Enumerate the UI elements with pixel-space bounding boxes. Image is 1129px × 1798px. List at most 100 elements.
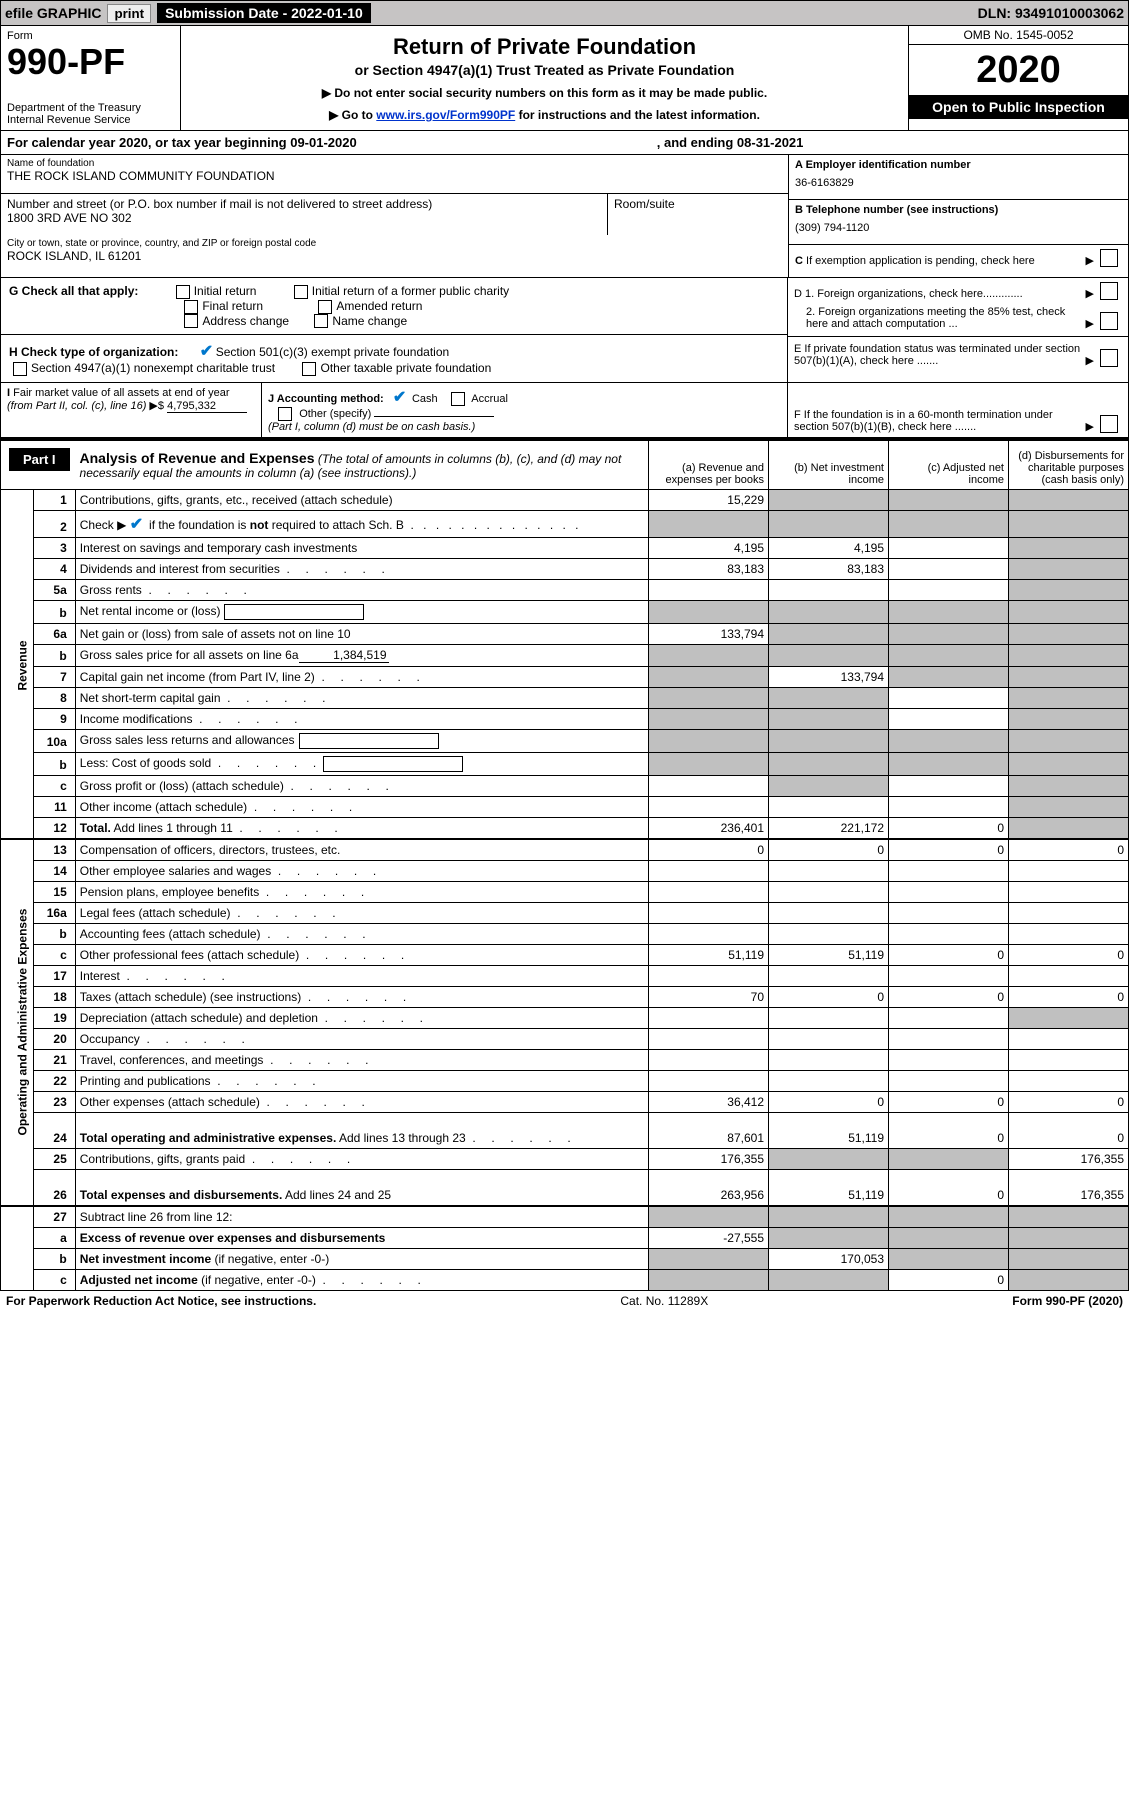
row-number: b <box>33 601 75 624</box>
amount-cell-a <box>649 776 769 797</box>
g-final-checkbox[interactable] <box>184 300 198 314</box>
g-amended-checkbox[interactable] <box>318 300 332 314</box>
table-row: 4Dividends and interest from securities … <box>1 559 1129 580</box>
pointer-icon: ▶ <box>1086 420 1094 433</box>
amount-cell-c <box>889 580 1009 601</box>
row-label: Total expenses and disbursements. Add li… <box>75 1170 648 1206</box>
row-number: b <box>33 1248 75 1269</box>
row-label: Excess of revenue over expenses and disb… <box>75 1227 648 1248</box>
d2-checkbox[interactable] <box>1100 312 1118 330</box>
amount-cell-c <box>889 709 1009 730</box>
amount-cell-c: 0 <box>889 987 1009 1008</box>
amount-cell-c <box>889 1050 1009 1071</box>
amount-cell-a: 87,601 <box>649 1113 769 1149</box>
h-other-checkbox[interactable] <box>302 362 316 376</box>
f-checkbox[interactable] <box>1100 415 1118 433</box>
c-checkbox[interactable] <box>1100 249 1118 267</box>
ein-label: A Employer identification number <box>795 159 971 171</box>
row-label: Gross sales price for all assets on line… <box>75 645 648 667</box>
row-number: 16a <box>33 903 75 924</box>
amount-cell-d <box>1009 1248 1129 1269</box>
amount-cell-b: 0 <box>769 839 889 861</box>
dept-label: Department of the Treasury Internal Reve… <box>7 102 174 126</box>
g-opt-1: Initial return of a former public charit… <box>312 284 509 298</box>
calyear-2: , and ending 08-31-2021 <box>657 135 804 150</box>
amount-cell-c <box>889 797 1009 818</box>
d1-checkbox[interactable] <box>1100 282 1118 300</box>
table-row: cAdjusted net income (if negative, enter… <box>1 1269 1129 1290</box>
table-row: bNet rental income or (loss) <box>1 601 1129 624</box>
amount-cell-b <box>769 1029 889 1050</box>
amount-cell-a <box>649 511 769 538</box>
amount-cell-b <box>769 490 889 511</box>
table-row: 21Travel, conferences, and meetings . . … <box>1 1050 1129 1071</box>
table-row: 7Capital gain net income (from Part IV, … <box>1 667 1129 688</box>
j-other-checkbox[interactable] <box>278 407 292 421</box>
amount-cell-d: 0 <box>1009 987 1129 1008</box>
footer-left: For Paperwork Reduction Act Notice, see … <box>6 1294 316 1308</box>
e-checkbox[interactable] <box>1100 349 1118 367</box>
amount-cell-d <box>1009 1029 1129 1050</box>
row-number: 23 <box>33 1092 75 1113</box>
amount-cell-c: 0 <box>889 818 1009 840</box>
amount-cell-a: 176,355 <box>649 1149 769 1170</box>
table-row: 27Subtract line 26 from line 12: <box>1 1206 1129 1228</box>
row-number: 14 <box>33 861 75 882</box>
checks-right: D 1. Foreign organizations, check here..… <box>788 278 1128 382</box>
row-label: Accounting fees (attach schedule) . . . … <box>75 924 648 945</box>
check-icon: ✔ <box>200 341 216 361</box>
amount-cell-d <box>1009 1269 1129 1290</box>
row-label: Taxes (attach schedule) (see instruction… <box>75 987 648 1008</box>
h-opt-1: Section 4947(a)(1) nonexempt charitable … <box>31 361 275 375</box>
amount-cell-b <box>769 1008 889 1029</box>
row-number: b <box>33 645 75 667</box>
amount-cell-d <box>1009 645 1129 667</box>
amount-cell-c <box>889 688 1009 709</box>
irs-link[interactable]: www.irs.gov/Form990PF <box>376 108 515 122</box>
amount-cell-d <box>1009 818 1129 840</box>
open-to-public: Open to Public Inspection <box>909 95 1128 119</box>
amount-cell-a <box>649 1206 769 1228</box>
e-row: E If private foundation status was termi… <box>794 343 1122 367</box>
amount-cell-b <box>769 966 889 987</box>
table-row: 24Total operating and administrative exp… <box>1 1113 1129 1149</box>
f-label: F If the foundation is in a 60-month ter… <box>794 409 1084 433</box>
h-opt-0: Section 501(c)(3) exempt private foundat… <box>216 345 449 359</box>
row-number: 15 <box>33 882 75 903</box>
amount-cell-c <box>889 903 1009 924</box>
amount-cell-c: 0 <box>889 1113 1009 1149</box>
city-row: City or town, state or province, country… <box>1 235 788 273</box>
amount-cell-c <box>889 776 1009 797</box>
g-name-checkbox[interactable] <box>314 314 328 328</box>
g-address-checkbox[interactable] <box>184 314 198 328</box>
table-row: 6aNet gain or (loss) from sale of assets… <box>1 624 1129 645</box>
amount-cell-d <box>1009 601 1129 624</box>
g-initial-former-checkbox[interactable] <box>294 285 308 299</box>
amount-cell-b <box>769 861 889 882</box>
amount-cell-c: 0 <box>889 839 1009 861</box>
amount-cell-d <box>1009 797 1129 818</box>
amount-cell-b <box>769 776 889 797</box>
addr-value: 1800 3RD AVE NO 302 <box>7 211 601 225</box>
checks-left: G Check all that apply: Initial return I… <box>1 278 788 382</box>
amount-cell-b: 0 <box>769 1092 889 1113</box>
h-4947-checkbox[interactable] <box>13 362 27 376</box>
g-initial-checkbox[interactable] <box>176 285 190 299</box>
amount-cell-c: 0 <box>889 1170 1009 1206</box>
print-button[interactable]: print <box>107 4 151 23</box>
amount-cell-b: 51,119 <box>769 1113 889 1149</box>
row-label: Travel, conferences, and meetings . . . … <box>75 1050 648 1071</box>
form-title: Return of Private Foundation <box>199 34 890 60</box>
row-label: Gross sales less returns and allowances <box>75 730 648 753</box>
c-label: If exemption application is pending, che… <box>806 255 1035 267</box>
e-label: E If private foundation status was termi… <box>794 343 1084 367</box>
identity-block: Name of foundation THE ROCK ISLAND COMMU… <box>0 155 1129 278</box>
row-number: 12 <box>33 818 75 840</box>
amount-cell-c <box>889 490 1009 511</box>
j-accrual-checkbox[interactable] <box>451 392 465 406</box>
col-a-header: (a) Revenue and expenses per books <box>649 441 769 490</box>
g-opt-3: Amended return <box>336 299 422 313</box>
amount-cell-d: 176,355 <box>1009 1170 1129 1206</box>
row-number: 8 <box>33 688 75 709</box>
amount-cell-d <box>1009 511 1129 538</box>
